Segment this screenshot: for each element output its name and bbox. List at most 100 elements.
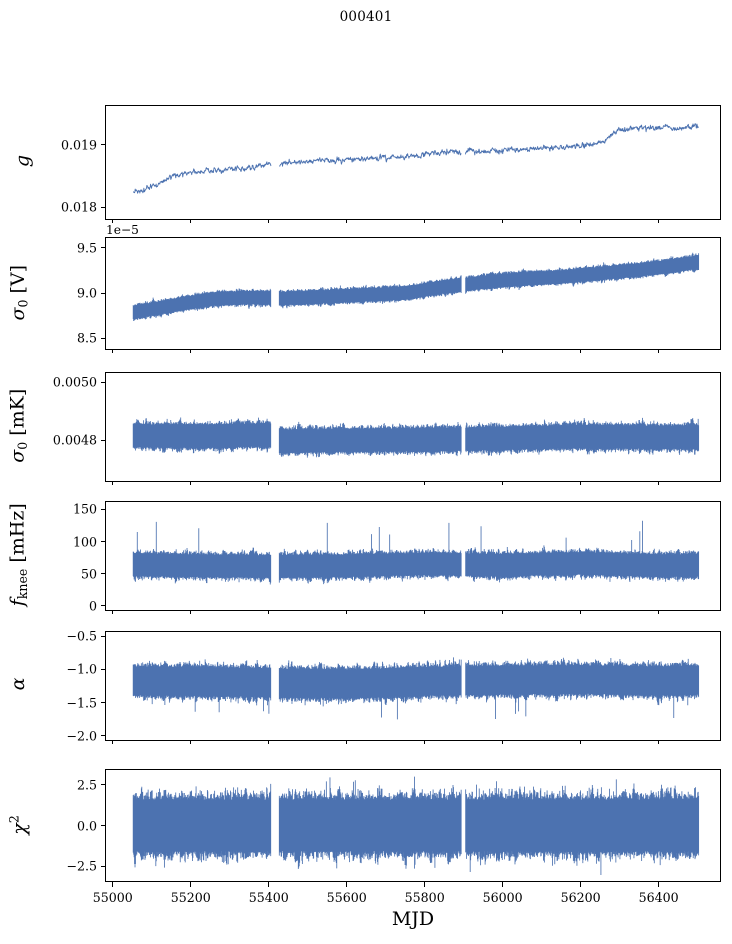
data-trace-sigma0-mk [106,373,720,481]
y-axis-offset-sigma0-volt: 1e−5 [106,223,139,237]
x-tick-mark-panel2-0 [112,482,114,486]
x-axis-label: MJD [391,908,435,930]
y-tick-label-gain-1: 0.019 [60,137,97,153]
x-tick-mark-panel0-1 [190,220,192,224]
data-trace-fknee [106,502,720,610]
x-tick-mark-panel3-4 [424,611,426,615]
y-tick-mark-sigma0-volt-1 [100,292,105,294]
y-tick-mark-fknee-1 [100,573,105,575]
x-tick-label-2: 55400 [248,890,289,905]
x-tick-mark-2 [268,882,270,887]
y-tick-mark-sigma0-mk-1 [100,381,105,383]
x-tick-label-0: 55000 [92,890,133,905]
y-tick-mark-fknee-2 [100,541,105,543]
x-tick-mark-panel0-4 [424,220,426,224]
x-tick-mark-6 [580,882,582,887]
y-tick-mark-sigma0-mk-0 [100,439,105,441]
x-tick-mark-3 [346,882,348,887]
y-tick-mark-alpha-0 [100,635,105,637]
x-tick-mark-panel4-1 [190,741,192,745]
x-tick-mark-panel1-1 [190,350,192,354]
y-tick-label-sigma0-mk-0: 0.0048 [52,432,97,448]
data-trace-chi2 [106,770,720,881]
plot-panel-chi2 [105,769,721,882]
x-tick-mark-panel4-7 [658,741,660,745]
x-tick-mark-panel4-2 [268,741,270,745]
y-tick-label-fknee-3: 150 [72,501,97,517]
y-tick-label-alpha-0: −0.5 [66,628,97,644]
plot-panel-alpha [105,631,721,741]
y-tick-mark-alpha-2 [100,702,105,704]
y-tick-label-gain-0: 0.018 [60,199,97,215]
plot-panel-fknee [105,501,721,611]
x-tick-mark-panel3-6 [580,611,582,615]
x-tick-label-1: 55200 [170,890,211,905]
x-tick-mark-panel1-2 [268,350,270,354]
x-tick-mark-panel4-0 [112,741,114,745]
x-tick-mark-panel0-0 [112,220,114,224]
plot-panel-sigma0-volt [105,237,721,350]
figure-title: 000401 [339,9,393,25]
x-tick-mark-panel3-3 [346,611,348,615]
y-tick-mark-gain-0 [100,206,105,209]
data-trace-gain [106,106,720,219]
x-tick-mark-panel3-0 [112,611,114,615]
x-tick-label-3: 55600 [326,890,367,905]
x-tick-mark-panel2-3 [346,482,348,486]
y-tick-mark-alpha-1 [100,668,105,671]
x-tick-mark-panel1-0 [112,350,114,354]
x-tick-mark-panel2-6 [580,482,582,486]
x-tick-mark-panel2-4 [424,482,426,486]
x-tick-label-7: 56400 [638,890,679,905]
x-tick-mark-7 [658,882,660,887]
x-tick-label-4: 55800 [404,890,445,905]
x-tick-mark-panel0-7 [658,220,660,224]
y-axis-label-chi2: χ2 [6,814,30,835]
x-tick-mark-panel3-1 [190,611,192,615]
y-tick-mark-fknee-3 [100,508,105,510]
y-tick-label-sigma0-volt-1: 9.0 [76,285,97,301]
x-tick-mark-panel4-4 [424,741,426,745]
y-tick-label-alpha-1: −1.0 [66,661,97,677]
y-tick-mark-chi2-2 [100,784,105,786]
plot-panel-sigma0-mk [105,372,721,482]
data-trace-sigma0-volt [106,238,720,349]
y-tick-label-fknee-0: 0 [88,598,97,614]
y-tick-mark-alpha-3 [100,735,105,737]
x-tick-mark-panel0-2 [268,220,270,224]
x-tick-mark-4 [424,882,426,887]
y-tick-mark-gain-1 [100,144,105,146]
x-tick-mark-panel3-2 [268,611,270,615]
x-tick-mark-panel1-3 [346,350,348,354]
x-tick-mark-panel1-5 [502,350,504,354]
x-tick-mark-panel1-6 [580,350,582,354]
y-tick-mark-fknee-0 [100,605,105,607]
y-tick-label-alpha-2: −1.5 [66,695,97,711]
x-tick-mark-panel1-7 [658,350,660,354]
x-tick-mark-0 [112,882,114,887]
x-tick-mark-panel4-3 [346,741,348,745]
x-tick-mark-panel0-6 [580,220,582,224]
x-tick-mark-1 [190,882,192,887]
y-tick-mark-chi2-1 [100,825,105,827]
plot-panel-gain [105,105,721,220]
x-tick-mark-panel2-2 [268,482,270,486]
x-tick-mark-panel4-6 [580,741,582,745]
x-tick-mark-panel2-7 [658,482,660,486]
y-tick-label-fknee-2: 100 [72,534,97,550]
x-tick-mark-panel2-5 [502,482,504,486]
y-tick-mark-chi2-0 [100,865,105,868]
y-tick-label-chi2-0: −2.5 [66,858,97,874]
y-tick-mark-sigma0-volt-0 [100,337,105,339]
x-tick-mark-panel3-5 [502,611,504,615]
x-tick-mark-5 [502,882,504,887]
data-trace-alpha [106,632,720,740]
x-tick-label-6: 56200 [560,890,601,905]
x-tick-mark-panel4-5 [502,741,504,745]
x-tick-label-5: 56000 [482,890,523,905]
y-tick-label-fknee-1: 50 [80,566,97,582]
y-tick-label-chi2-1: 0.0 [76,818,97,833]
y-tick-label-sigma0-volt-0: 8.5 [76,330,97,346]
y-tick-label-sigma0-volt-2: 9.5 [76,240,97,256]
